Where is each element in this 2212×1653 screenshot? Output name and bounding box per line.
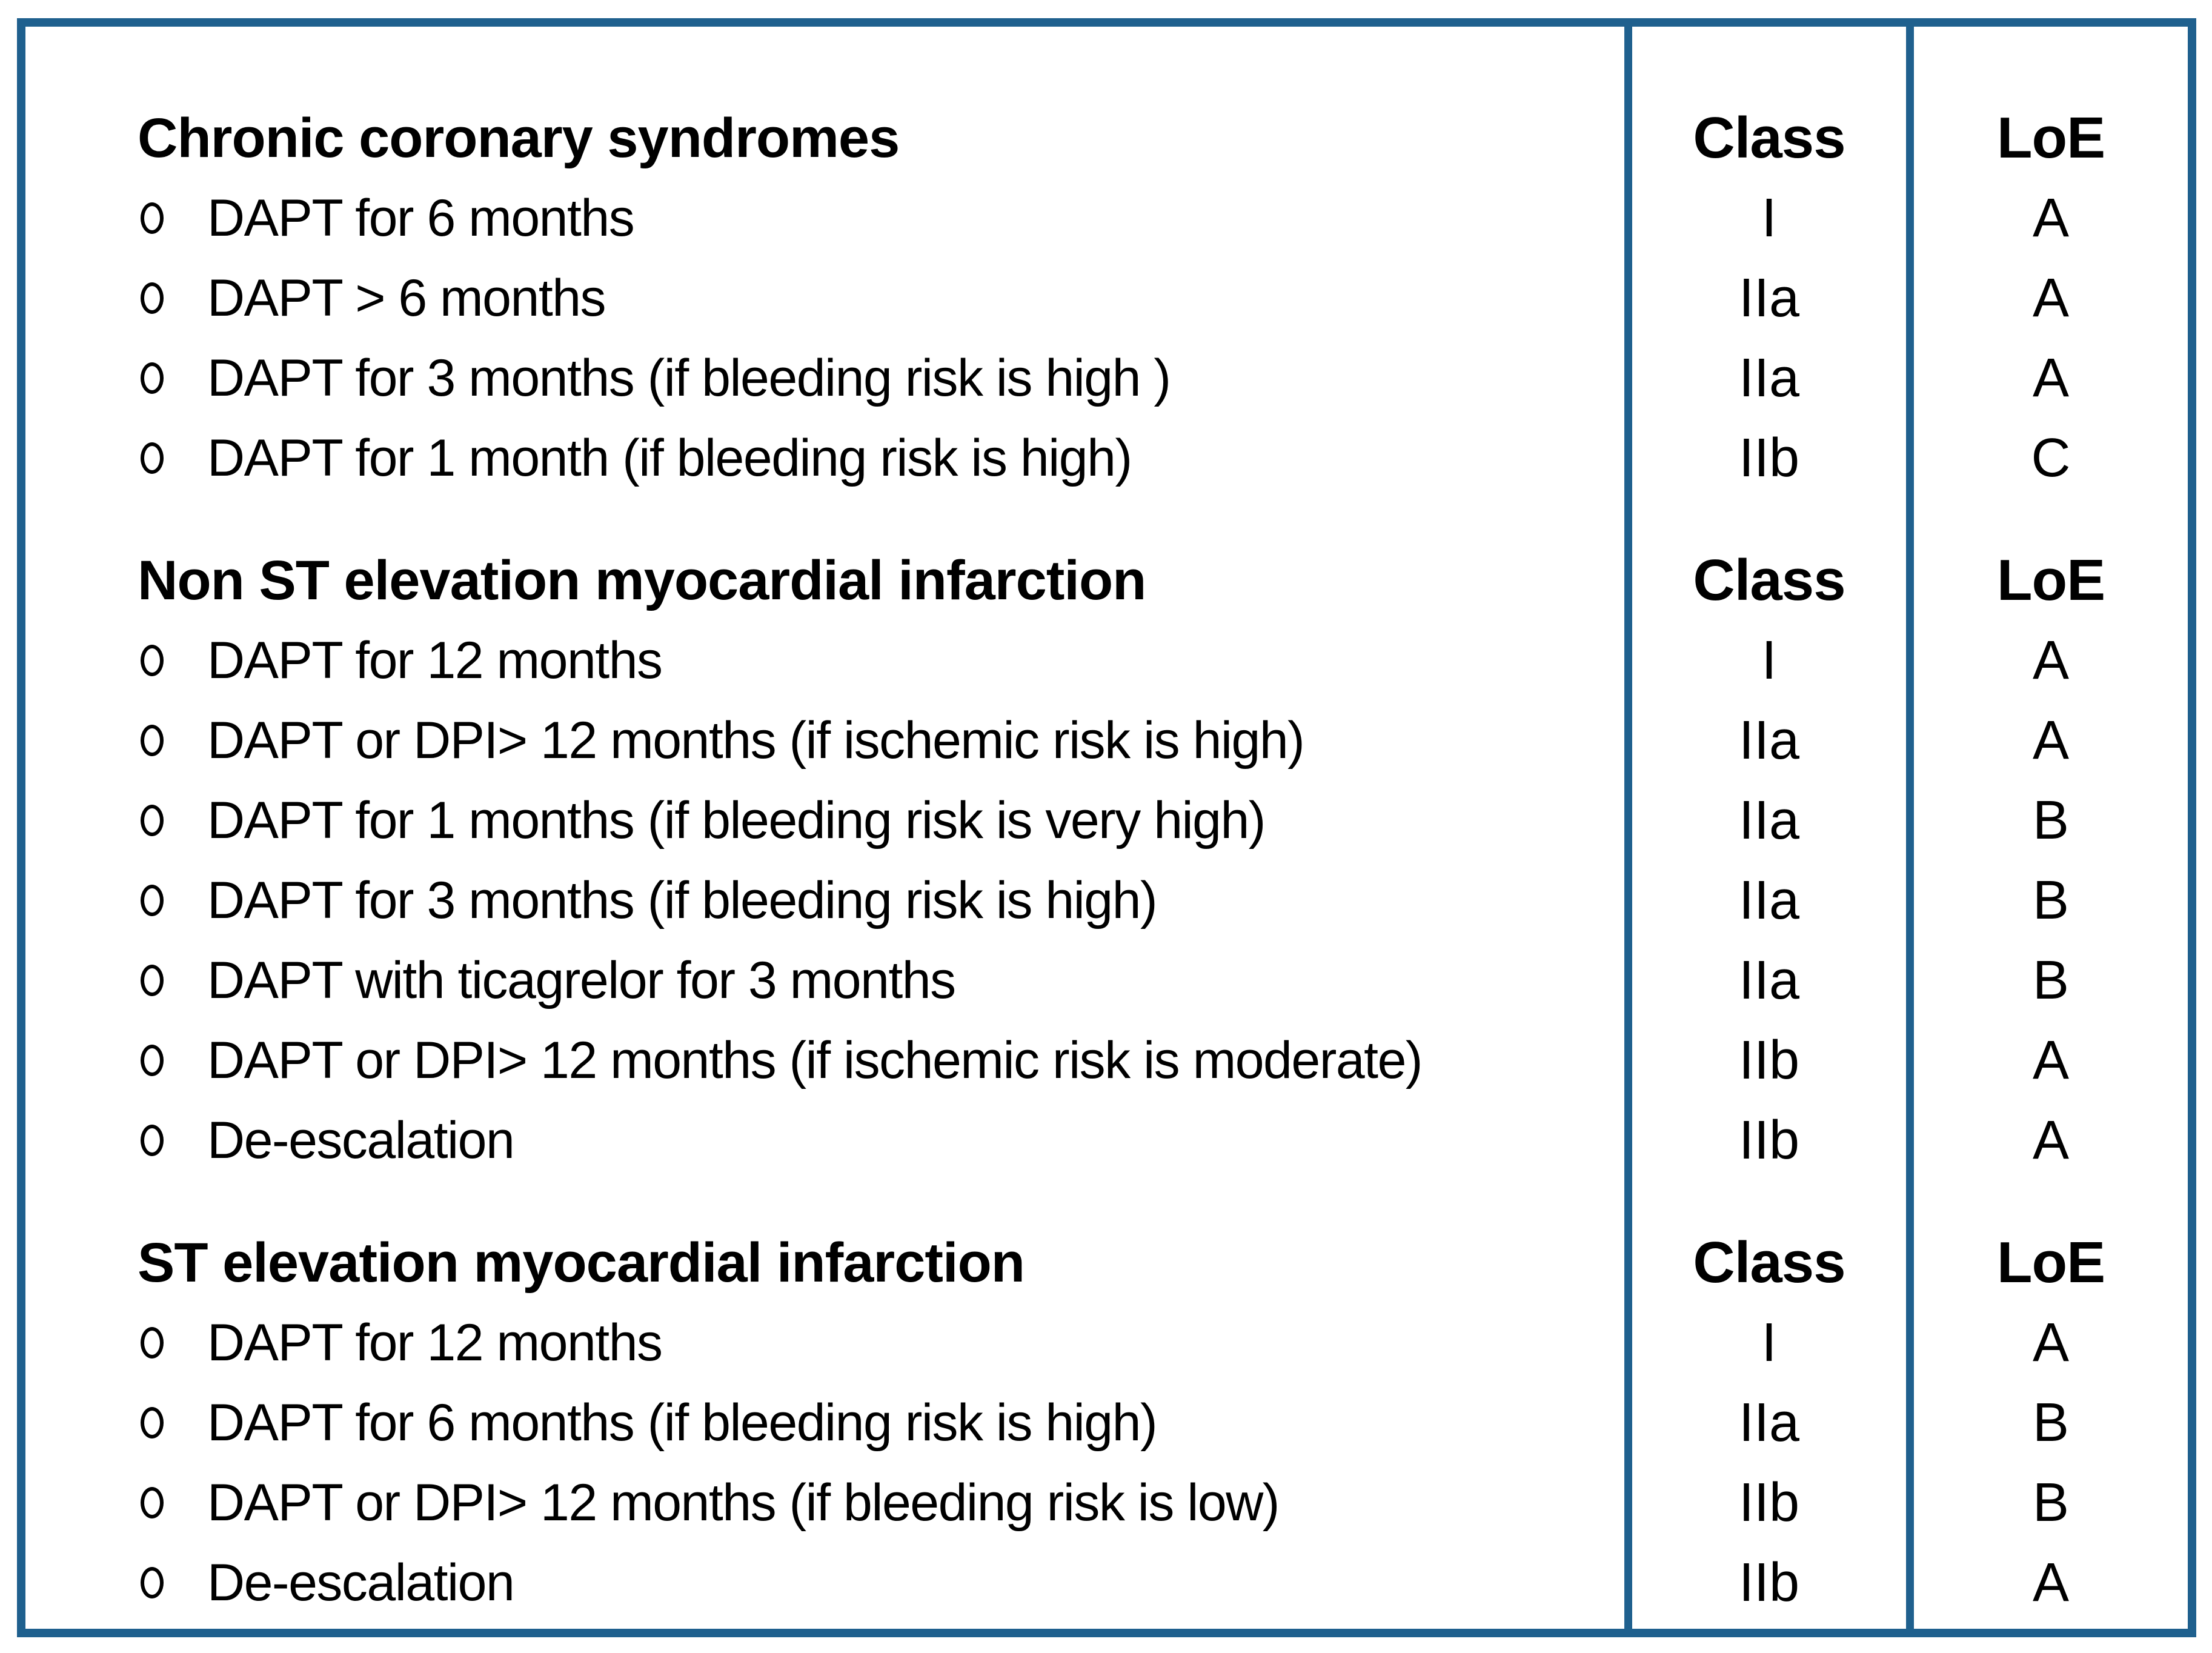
loe-value: A	[2032, 710, 2070, 771]
section-title-chronic-coronary-syndromes: Chronic coronary syndromes	[25, 98, 1624, 178]
class-value: IIb	[1738, 1029, 1800, 1091]
class-value: IIa	[1738, 710, 1800, 771]
section-title-label: Chronic coronary syndromes	[138, 107, 900, 169]
class-value: IIa	[1738, 870, 1800, 931]
loe-value: A	[2032, 347, 2070, 408]
class-value: IIb	[1738, 1552, 1800, 1613]
item-label: DAPT > 6 months	[207, 268, 606, 327]
item-label: DAPT with ticagrelor for 3 months	[207, 951, 956, 1009]
list-item: DAPT or DPI> 12 months (if ischemic risk…	[25, 700, 1624, 780]
circle-bullet-icon	[141, 1567, 164, 1598]
section-spacer	[1914, 498, 2188, 540]
loe-header: LoE	[1996, 105, 2105, 170]
class-panel: Class I IIa IIa IIb Class I IIa IIa IIa …	[1632, 27, 1906, 1629]
list-item: DAPT for 3 months (if bleeding risk is h…	[25, 338, 1624, 418]
circle-bullet-icon	[141, 442, 164, 474]
class-header: Class	[1693, 105, 1845, 170]
circle-bullet-icon	[141, 805, 164, 836]
item-label: DAPT for 1 month (if bleeding risk is hi…	[207, 428, 1132, 487]
list-item: DAPT for 12 months	[25, 1303, 1624, 1383]
class-value: I	[1761, 1312, 1777, 1373]
list-item: De-escalation	[25, 1100, 1624, 1180]
loe-value: A	[2032, 1109, 2070, 1171]
item-label: DAPT or DPI> 12 months (if ischemic risk…	[207, 1031, 1423, 1089]
item-label: DAPT for 3 months (if bleeding risk is h…	[207, 348, 1171, 407]
list-item: DAPT or DPI> 12 months (if bleeding risk…	[25, 1463, 1624, 1543]
item-label: DAPT or DPI> 12 months (if bleeding risk…	[207, 1473, 1280, 1532]
list-item: DAPT for 1 months (if bleeding risk is v…	[25, 780, 1624, 860]
class-value: IIb	[1738, 1109, 1800, 1171]
loe-header: LoE	[1996, 548, 2105, 613]
loe-value: A	[2032, 1029, 2070, 1091]
circle-bullet-icon	[141, 1487, 164, 1518]
list-item: De-escalation	[25, 1543, 1624, 1623]
dapt-guidelines-table: Chronic coronary syndromes DAPT for 6 mo…	[17, 18, 2196, 1637]
loe-value: A	[2032, 1312, 2070, 1373]
list-item: DAPT for 6 months	[25, 178, 1624, 258]
list-item: DAPT for 6 months (if bleeding risk is h…	[25, 1383, 1624, 1463]
item-label: DAPT for 1 months (if bleeding risk is v…	[207, 791, 1266, 850]
circle-bullet-icon	[141, 362, 164, 394]
section-spacer	[25, 498, 1624, 540]
circle-bullet-icon	[141, 1045, 164, 1076]
class-value: IIa	[1738, 950, 1800, 1011]
item-label: DAPT or DPI> 12 months (if ischemic risk…	[207, 711, 1305, 770]
loe-value: B	[2032, 1392, 2070, 1453]
loe-value: A	[2032, 630, 2070, 691]
section-title-stemi: ST elevation myocardial infarction	[25, 1223, 1624, 1303]
class-value: IIa	[1738, 267, 1800, 328]
item-label: DAPT for 3 months (if bleeding risk is h…	[207, 871, 1158, 930]
loe-value: C	[2031, 427, 2071, 488]
list-item: DAPT > 6 months	[25, 258, 1624, 338]
recommendations-panel: Chronic coronary syndromes DAPT for 6 mo…	[25, 27, 1624, 1629]
class-value: IIa	[1738, 347, 1800, 408]
loe-value: B	[2032, 1472, 2070, 1533]
circle-bullet-icon	[141, 282, 164, 314]
section-spacer	[1914, 1180, 2188, 1223]
loe-value: A	[2032, 187, 2070, 248]
class-value: IIa	[1738, 1392, 1800, 1453]
vertical-divider	[1624, 27, 1632, 1629]
circle-bullet-icon	[141, 1327, 164, 1359]
class-value: IIa	[1738, 790, 1800, 851]
list-item: DAPT for 3 months (if bleeding risk is h…	[25, 860, 1624, 940]
list-item: DAPT or DPI> 12 months (if ischemic risk…	[25, 1020, 1624, 1100]
item-label: DAPT for 12 months	[207, 631, 663, 690]
item-label: DAPT for 6 months (if bleeding risk is h…	[207, 1393, 1158, 1452]
item-label: De-escalation	[207, 1553, 515, 1612]
item-label: DAPT for 12 months	[207, 1313, 663, 1372]
list-item: DAPT for 1 month (if bleeding risk is hi…	[25, 418, 1624, 498]
loe-panel: LoE A A A C LoE A A B B B A A LoE A B B …	[1914, 27, 2188, 1629]
circle-bullet-icon	[141, 965, 164, 996]
circle-bullet-icon	[141, 645, 164, 676]
list-item: DAPT for 12 months	[25, 620, 1624, 700]
vertical-divider	[1906, 27, 1914, 1629]
loe-value: B	[2032, 790, 2070, 851]
circle-bullet-icon	[141, 1125, 164, 1156]
loe-value: B	[2032, 870, 2070, 931]
circle-bullet-icon	[141, 885, 164, 916]
class-header: Class	[1693, 548, 1845, 613]
item-label: DAPT for 6 months	[207, 188, 635, 247]
circle-bullet-icon	[141, 202, 164, 234]
loe-value: A	[2032, 1552, 2070, 1613]
class-header: Class	[1693, 1230, 1845, 1295]
section-spacer	[1632, 498, 1906, 540]
circle-bullet-icon	[141, 1407, 164, 1438]
class-value: I	[1761, 187, 1777, 248]
class-value: IIb	[1738, 427, 1800, 488]
class-value: I	[1761, 630, 1777, 691]
circle-bullet-icon	[141, 725, 164, 756]
section-title-label: ST elevation myocardial infarction	[138, 1231, 1025, 1294]
section-spacer	[25, 1180, 1624, 1223]
section-title-nstemi: Non ST elevation myocardial infarction	[25, 540, 1624, 620]
loe-value: A	[2032, 267, 2070, 328]
item-label: De-escalation	[207, 1111, 515, 1169]
loe-value: B	[2032, 950, 2070, 1011]
loe-header: LoE	[1996, 1230, 2105, 1295]
class-value: IIb	[1738, 1472, 1800, 1533]
list-item: DAPT with ticagrelor for 3 months	[25, 940, 1624, 1020]
section-spacer	[1632, 1180, 1906, 1223]
section-title-label: Non ST elevation myocardial infarction	[138, 549, 1146, 611]
